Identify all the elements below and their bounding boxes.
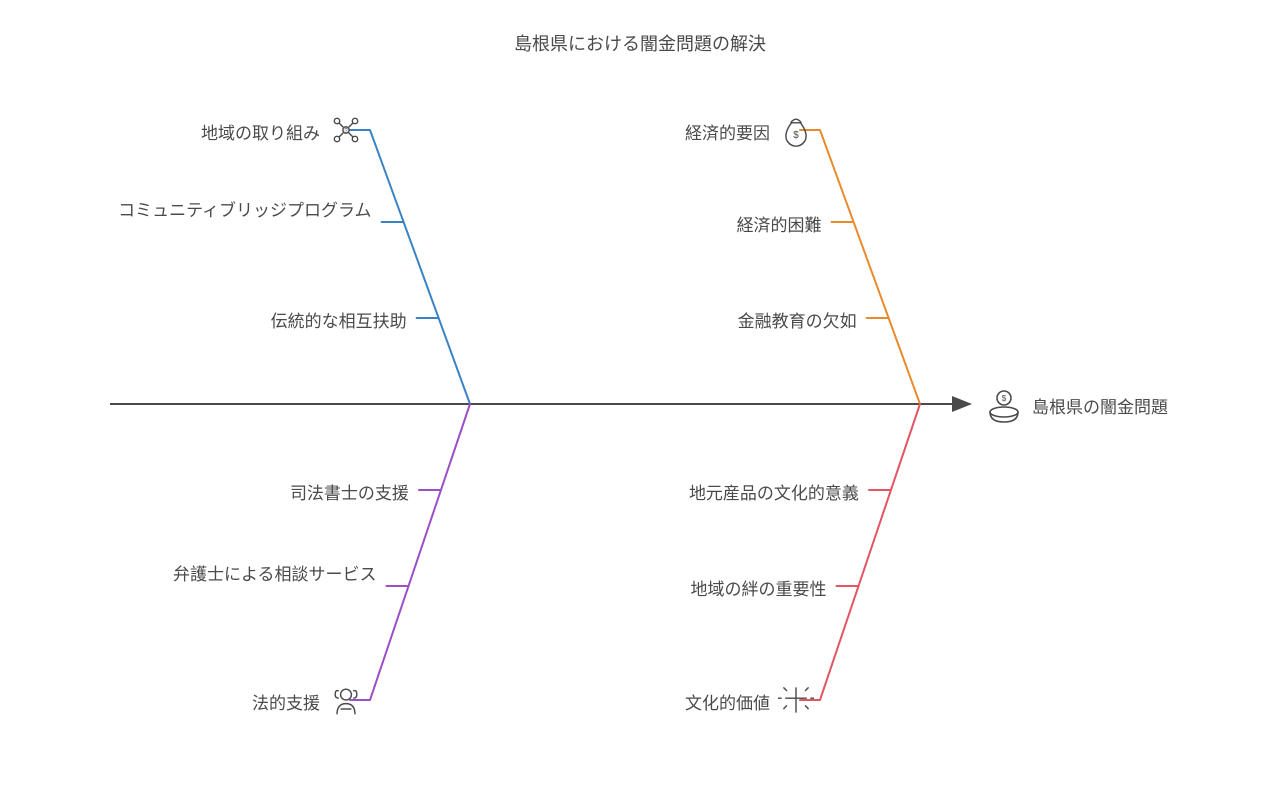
svg-text:$: $ <box>793 130 799 141</box>
svg-text:?: ? <box>344 128 348 135</box>
item-tr-1: 金融教育の欠如 <box>0 307 857 332</box>
bowl-coin-icon: $ <box>984 384 1024 424</box>
sparkle-cross-icon <box>778 682 814 718</box>
network-icon: ? <box>328 112 364 148</box>
judge-icon <box>328 682 364 718</box>
category-bottom-right: 文化的価値 <box>0 689 770 714</box>
category-top-right: 経済的要因 <box>0 119 770 144</box>
svg-text:$: $ <box>1002 394 1007 403</box>
money-bag-icon: $ <box>778 112 814 148</box>
item-tr-0: 経済的困難 <box>0 211 822 236</box>
item-br-1: 地域の絆の重要性 <box>0 575 827 600</box>
head-label: 島根県の闇金問題 <box>1032 393 1168 418</box>
item-br-0: 地元産品の文化的意義 <box>0 479 859 504</box>
